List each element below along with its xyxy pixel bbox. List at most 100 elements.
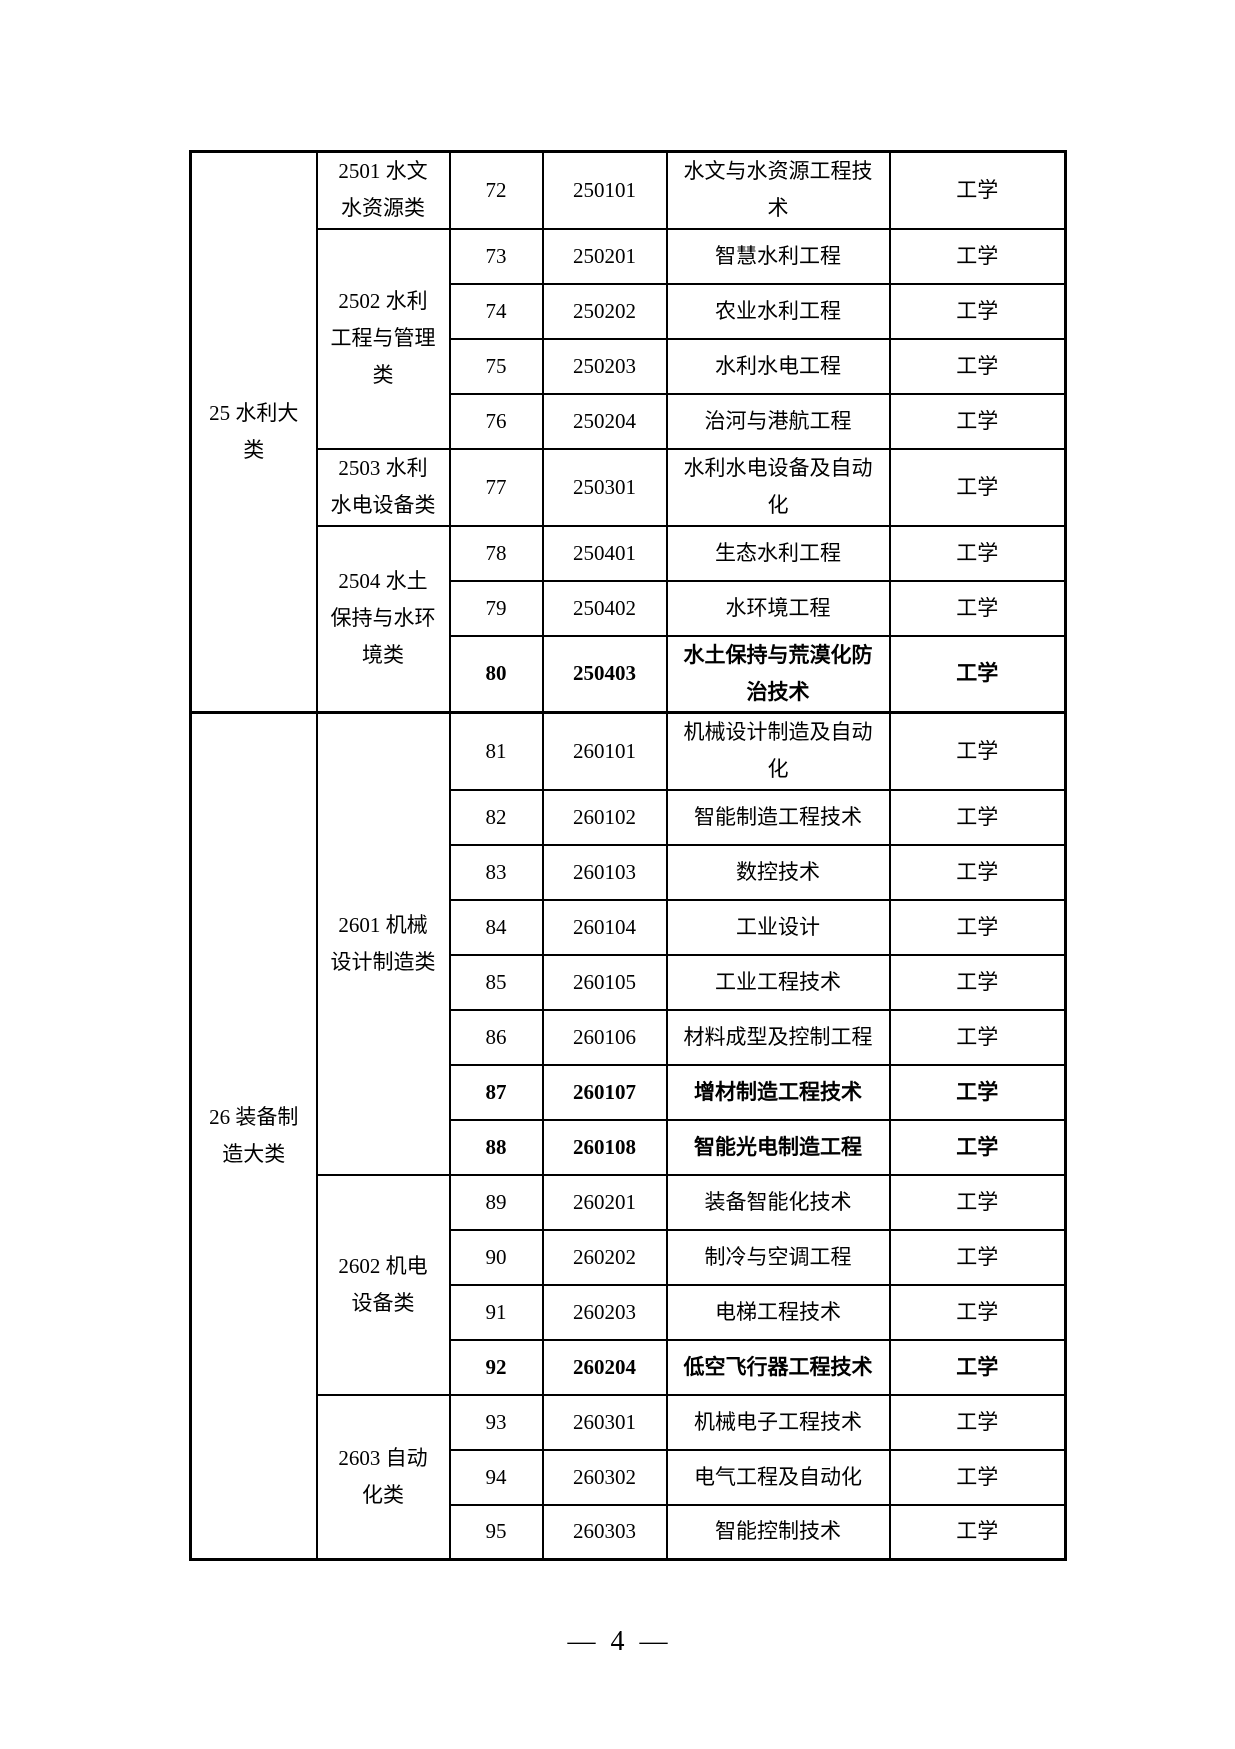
seq-cell: 81 <box>448 711 544 791</box>
seq-cell: 84 <box>448 898 544 956</box>
major-name-cell: 机械电子工程技术 <box>665 1393 891 1451</box>
group-cell-2602: 2602 机电 设备类 <box>315 1173 451 1396</box>
seq-cell: 73 <box>448 227 544 285</box>
degree-cell: 工学 <box>888 1118 1067 1176</box>
major-name-cell: 水土保持与荒漠化防 治技术 <box>665 634 891 714</box>
table-row: 25 水利大 类 2501 水文 水资源类 72 250101 水文与水资源工程… <box>189 150 1067 714</box>
major-name-cell: 装备智能化技术 <box>665 1173 891 1231</box>
code-cell: 260103 <box>541 843 668 901</box>
seq-cell: 89 <box>448 1173 544 1231</box>
table-row: 86 260106 材料成型及控制工程 工学 <box>191 1008 1067 1066</box>
major-name-cell: 水文与水资源工程技 术 <box>665 150 891 230</box>
table-row: 75 250203 水利水电工程 工学 <box>191 337 1067 395</box>
code-cell: 250301 <box>541 447 668 527</box>
seq-cell: 77 <box>448 447 544 527</box>
seq-cell: 79 <box>448 579 544 637</box>
major-name-cell: 智能光电制造工程 <box>665 1118 891 1176</box>
degree-cell: 工学 <box>888 1063 1067 1121</box>
group-cell-2504: 2504 水土 保持与水环 境类 <box>315 524 451 714</box>
degree-cell: 工学 <box>888 1448 1067 1506</box>
table-row: 2602 机电 设备类 89 260201 装备智能化技术 工学 <box>191 1173 1067 1396</box>
degree-cell: 工学 <box>888 843 1067 901</box>
seq-cell: 76 <box>448 392 544 450</box>
seq-cell: 95 <box>448 1503 544 1561</box>
degree-cell: 工学 <box>888 392 1067 450</box>
code-cell: 260104 <box>541 898 668 956</box>
code-cell: 250403 <box>541 634 668 714</box>
code-cell: 260301 <box>541 1393 668 1451</box>
majors-table: 25 水利大 类 2501 水文 水资源类 72 250101 水文与水资源工程… <box>189 150 1067 1561</box>
seq-cell: 72 <box>448 150 544 230</box>
table-row: 26 装备制 造大类 2601 机械 设计制造类 81 260101 机械设计制… <box>189 711 1067 1561</box>
major-name-cell: 增材制造工程技术 <box>665 1063 891 1121</box>
seq-cell: 75 <box>448 337 544 395</box>
major-name-cell: 水环境工程 <box>665 579 891 637</box>
table-row: 2504 水土 保持与水环 境类 78 250401 生态水利工程 工学 <box>191 524 1067 714</box>
major-name-cell: 智能控制技术 <box>665 1503 891 1561</box>
major-name-cell: 水利水电工程 <box>665 337 891 395</box>
degree-cell: 工学 <box>888 337 1067 395</box>
major-name-cell: 数控技术 <box>665 843 891 901</box>
major-name-cell: 工业设计 <box>665 898 891 956</box>
code-cell: 250203 <box>541 337 668 395</box>
major-name-cell: 电梯工程技术 <box>665 1283 891 1341</box>
code-cell: 250202 <box>541 282 668 340</box>
degree-cell: 工学 <box>888 524 1067 582</box>
table-row: 2603 自动 化类 93 260301 机械电子工程技术 工学 <box>191 1393 1067 1561</box>
table-row: 2502 水利 工程与管理 类 73 250201 智慧水利工程 工学 <box>191 227 1067 450</box>
group-cell-2501: 2501 水文 水资源类 <box>315 150 451 230</box>
degree-cell: 工学 <box>888 634 1067 714</box>
degree-cell: 工学 <box>888 1173 1067 1231</box>
table-row: 74 250202 农业水利工程 工学 <box>191 282 1067 340</box>
code-cell: 260302 <box>541 1448 668 1506</box>
degree-cell: 工学 <box>888 1228 1067 1286</box>
degree-cell: 工学 <box>888 282 1067 340</box>
group-cell-2502: 2502 水利 工程与管理 类 <box>315 227 451 450</box>
table-row: 88 260108 智能光电制造工程 工学 <box>191 1118 1067 1176</box>
seq-cell: 94 <box>448 1448 544 1506</box>
degree-cell: 工学 <box>888 788 1067 846</box>
major-name-cell: 制冷与空调工程 <box>665 1228 891 1286</box>
seq-cell: 86 <box>448 1008 544 1066</box>
seq-cell: 85 <box>448 953 544 1011</box>
degree-cell: 工学 <box>888 898 1067 956</box>
page-number: — 4 — <box>567 1626 668 1657</box>
major-name-cell: 电气工程及自动化 <box>665 1448 891 1506</box>
seq-cell: 90 <box>448 1228 544 1286</box>
group-cell-2601: 2601 机械 设计制造类 <box>315 711 451 1176</box>
degree-cell: 工学 <box>888 1393 1067 1451</box>
code-cell: 260204 <box>541 1338 668 1396</box>
seq-cell: 83 <box>448 843 544 901</box>
seq-cell: 93 <box>448 1393 544 1451</box>
degree-cell: 工学 <box>888 447 1067 527</box>
major-name-cell: 机械设计制造及自动 化 <box>665 711 891 791</box>
code-cell: 250402 <box>541 579 668 637</box>
code-cell: 250101 <box>541 150 668 230</box>
table-row: 85 260105 工业工程技术 工学 <box>191 953 1067 1011</box>
major-name-cell: 智慧水利工程 <box>665 227 891 285</box>
table-row: 94 260302 电气工程及自动化 工学 <box>191 1448 1067 1506</box>
code-cell: 260203 <box>541 1283 668 1341</box>
table-row: 92 260204 低空飞行器工程技术 工学 <box>191 1338 1067 1396</box>
degree-cell: 工学 <box>888 1008 1067 1066</box>
code-cell: 260106 <box>541 1008 668 1066</box>
major-name-cell: 农业水利工程 <box>665 282 891 340</box>
table-row: 80 250403 水土保持与荒漠化防 治技术 工学 <box>191 634 1067 714</box>
degree-cell: 工学 <box>888 227 1067 285</box>
code-cell: 260102 <box>541 788 668 846</box>
table-row: 2503 水利 水电设备类 77 250301 水利水电设备及自动 化 工学 <box>191 447 1067 527</box>
table-row: 79 250402 水环境工程 工学 <box>191 579 1067 637</box>
seq-cell: 92 <box>448 1338 544 1396</box>
major-name-cell: 生态水利工程 <box>665 524 891 582</box>
degree-cell: 工学 <box>888 579 1067 637</box>
code-cell: 260108 <box>541 1118 668 1176</box>
code-cell: 260202 <box>541 1228 668 1286</box>
code-cell: 260201 <box>541 1173 668 1231</box>
degree-cell: 工学 <box>888 711 1067 791</box>
group-cell-2503: 2503 水利 水电设备类 <box>315 447 451 527</box>
category-cell-25: 25 水利大 类 <box>189 150 318 714</box>
code-cell: 260107 <box>541 1063 668 1121</box>
major-name-cell: 工业工程技术 <box>665 953 891 1011</box>
degree-cell: 工学 <box>888 1503 1067 1561</box>
code-cell: 250201 <box>541 227 668 285</box>
